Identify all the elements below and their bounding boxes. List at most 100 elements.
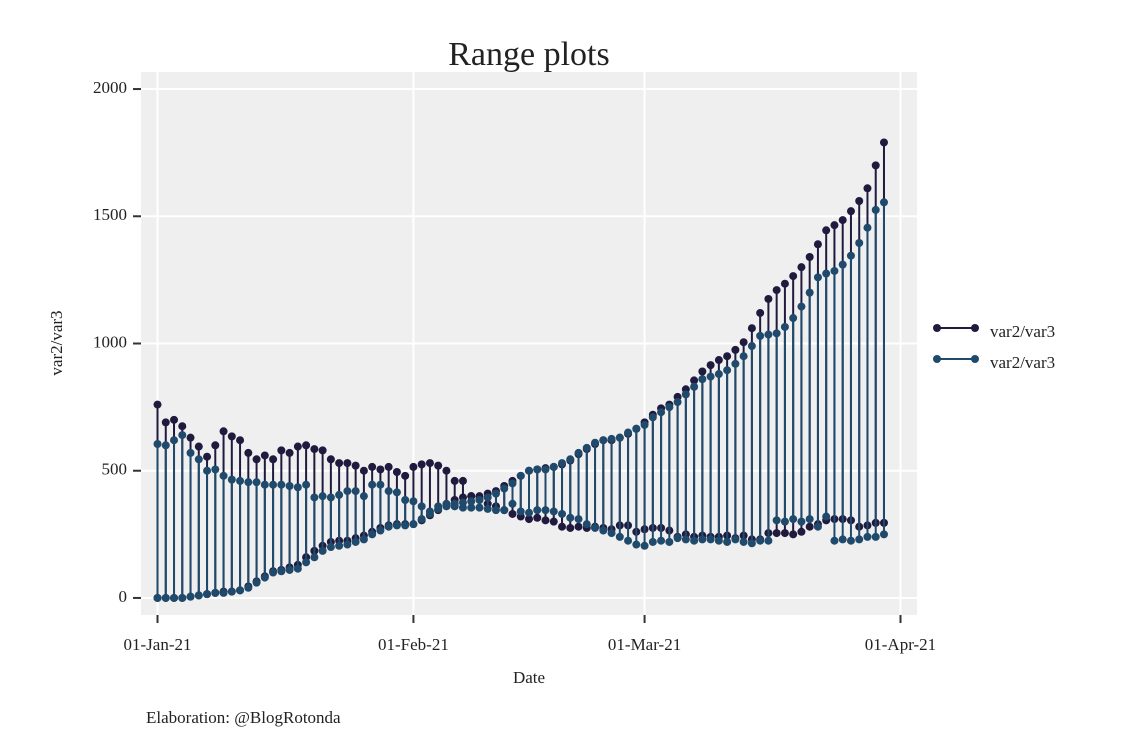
range-start xyxy=(417,460,426,469)
range-start xyxy=(194,442,203,451)
range-end xyxy=(665,403,674,412)
range-start xyxy=(681,535,690,544)
range-end xyxy=(846,207,855,216)
range-start xyxy=(764,536,773,545)
range-end xyxy=(780,279,789,288)
y-tick-label: 0 xyxy=(119,587,128,606)
range-end xyxy=(161,593,170,602)
range-start xyxy=(673,534,682,543)
range-start xyxy=(269,455,278,464)
range-start xyxy=(277,446,286,455)
range-end xyxy=(879,138,888,147)
range-end xyxy=(269,568,278,577)
range-start xyxy=(475,503,484,512)
range-start xyxy=(491,506,500,515)
range-end xyxy=(714,356,723,365)
range-end xyxy=(739,338,748,347)
range-start xyxy=(574,522,583,531)
range-end xyxy=(813,273,822,282)
range-start xyxy=(392,488,401,497)
range-end xyxy=(392,521,401,530)
range-end xyxy=(434,504,443,513)
range-end xyxy=(491,489,500,498)
range-end xyxy=(227,587,236,596)
range-end xyxy=(450,499,459,508)
range-start xyxy=(302,480,311,489)
range-start xyxy=(384,462,393,471)
range-start xyxy=(326,455,335,464)
range-end xyxy=(714,370,723,379)
range-start xyxy=(260,480,269,489)
range-start xyxy=(574,515,583,524)
range-start xyxy=(879,530,888,539)
range-end xyxy=(417,515,426,524)
range-start xyxy=(368,480,377,489)
range-start xyxy=(203,466,212,475)
range-start xyxy=(260,451,269,460)
range-end xyxy=(681,390,690,399)
range-start xyxy=(392,467,401,476)
range-start xyxy=(384,487,393,496)
range-end xyxy=(764,294,773,303)
range-start xyxy=(805,515,814,524)
range-start xyxy=(615,532,624,541)
range-start xyxy=(789,530,798,539)
range-end xyxy=(648,413,657,422)
range-start xyxy=(293,442,302,451)
range-end xyxy=(599,436,608,445)
range-start xyxy=(805,522,814,531)
range-end xyxy=(780,322,789,331)
range-end xyxy=(879,198,888,207)
range-start xyxy=(236,436,245,445)
range-end xyxy=(772,329,781,338)
y-tick-label: 2000 xyxy=(93,78,127,97)
range-end xyxy=(302,558,311,567)
range-start xyxy=(690,536,699,545)
range-start xyxy=(822,512,831,521)
range-end xyxy=(170,593,179,602)
range-start xyxy=(467,503,476,512)
range-start xyxy=(178,431,187,440)
range-end xyxy=(789,272,798,281)
range-start xyxy=(335,459,344,468)
range-start xyxy=(252,455,261,464)
range-start xyxy=(293,483,302,492)
range-end xyxy=(764,330,773,339)
range-start xyxy=(706,535,715,544)
range-end xyxy=(186,592,195,601)
range-start xyxy=(566,523,575,532)
range-end xyxy=(871,161,880,170)
range-start xyxy=(219,471,228,480)
range-start xyxy=(607,529,616,538)
range-start xyxy=(244,478,253,487)
range-start xyxy=(665,537,674,546)
range-end xyxy=(500,484,509,493)
range-end xyxy=(822,226,831,235)
range-end xyxy=(508,479,517,488)
range-end xyxy=(558,459,567,468)
range-start xyxy=(525,515,533,524)
range-end xyxy=(326,543,335,552)
range-start xyxy=(516,507,525,516)
range-start xyxy=(657,536,666,545)
legend-label: var2/var3 xyxy=(990,353,1055,372)
range-start xyxy=(756,536,765,545)
range-start xyxy=(458,476,467,485)
range-end xyxy=(244,583,253,592)
range-start xyxy=(780,517,789,526)
range-start xyxy=(442,466,451,475)
range-end xyxy=(838,260,847,269)
range-start xyxy=(186,433,195,442)
range-start xyxy=(343,459,352,468)
range-start xyxy=(170,415,179,424)
range-end xyxy=(236,586,245,595)
range-end xyxy=(591,438,600,447)
range-start xyxy=(434,461,443,470)
range-end xyxy=(797,263,806,272)
range-end xyxy=(178,593,187,602)
range-start xyxy=(533,513,542,522)
range-start xyxy=(500,506,509,515)
range-start xyxy=(236,476,245,485)
range-start xyxy=(558,509,567,518)
range-end xyxy=(566,455,575,464)
